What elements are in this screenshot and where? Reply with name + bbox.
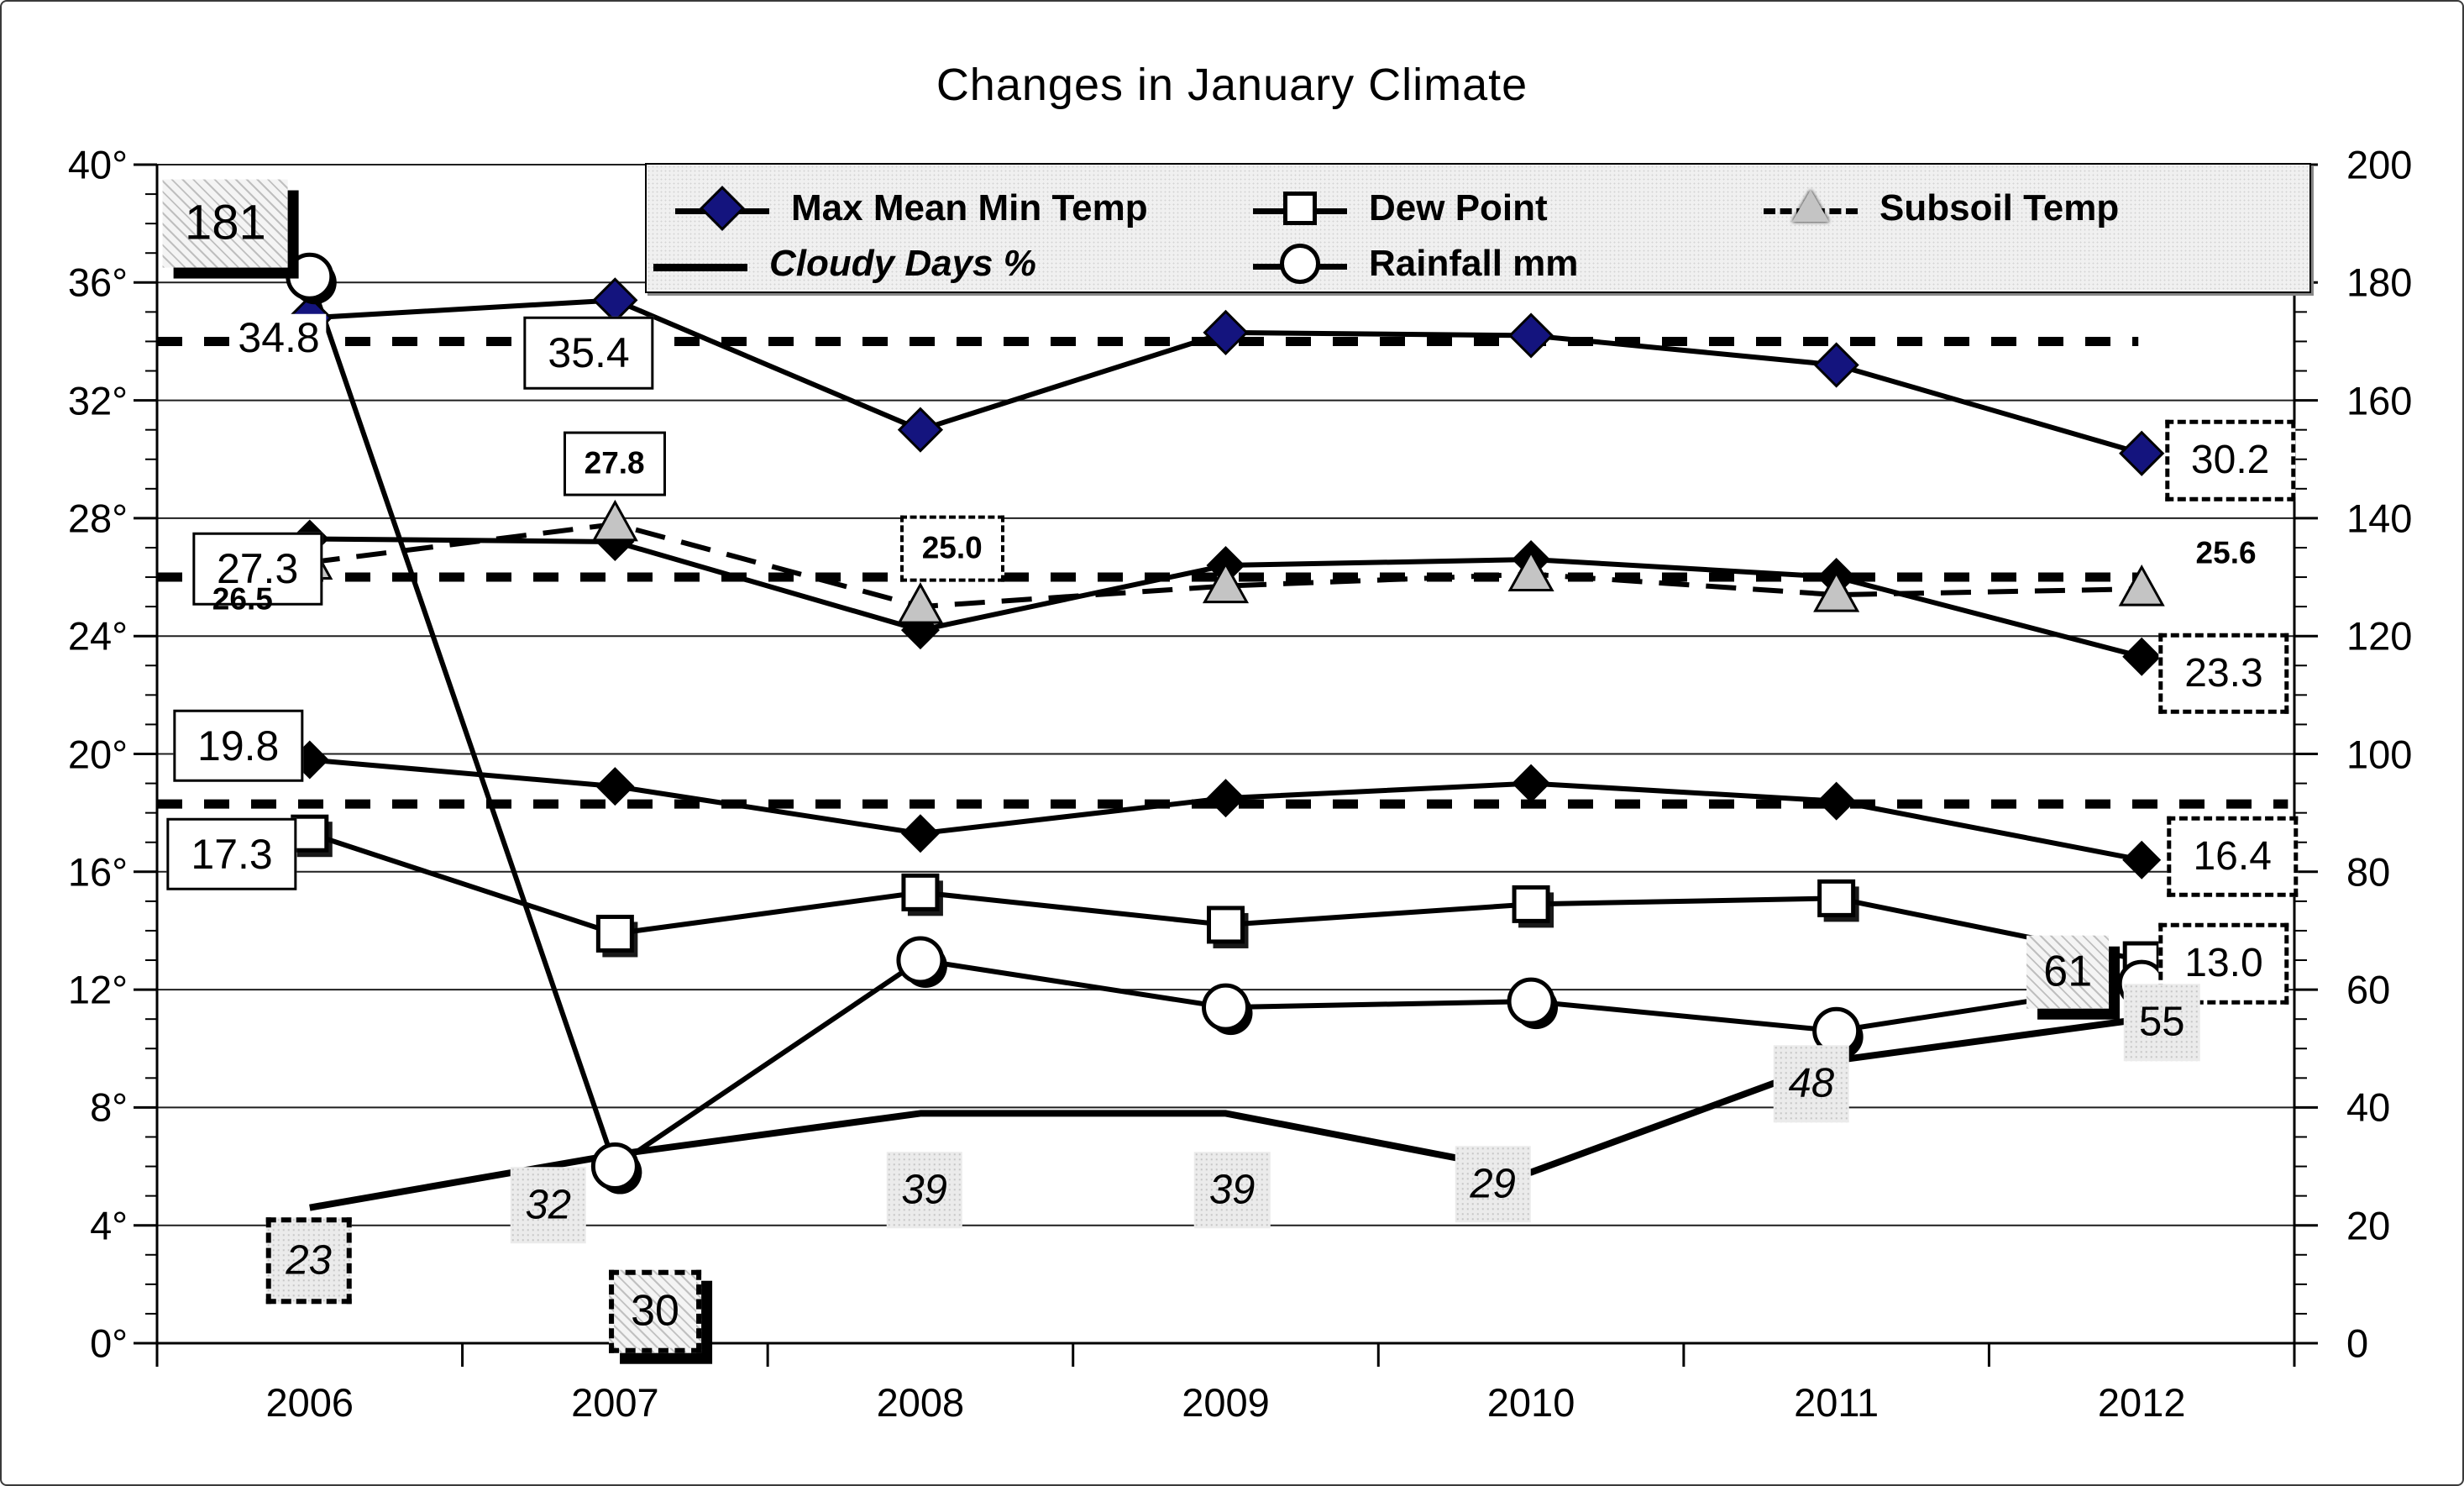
left-axis-tick-label: 16° (67, 849, 128, 895)
left-axis-tick-label: 0° (90, 1321, 128, 1366)
data-label-mean-temp-2006: 27.3 (191, 532, 323, 606)
right-axis-tick-label: 200 (2346, 142, 2413, 187)
data-label-subsoil-temp-2007: 27.8 (563, 431, 666, 496)
thick-line-icon (653, 240, 747, 287)
data-label-cloudy-days--2006: 23 (265, 1217, 352, 1305)
x-axis-tick-label: 2009 (1182, 1380, 1270, 1425)
right-axis-tick-label: 160 (2346, 378, 2413, 423)
data-label-dew-point-2006: 17.3 (166, 817, 297, 890)
right-axis-tick-label: 40 (2346, 1084, 2391, 1130)
right-axis-tick-label: 140 (2346, 496, 2413, 541)
left-axis-tick-label: 4° (90, 1203, 128, 1248)
legend-item-max-mean-min-temp: Max Mean Min Temp (675, 185, 1148, 232)
data-label-subsoil-temp-2006: 26.5 (212, 581, 273, 617)
data-label-mean-temp-2012: 23.3 (2158, 633, 2289, 715)
left-axis-tick-label: 12° (67, 967, 128, 1012)
data-label-max-temp-2012: 30.2 (2164, 419, 2296, 501)
x-axis-tick-label: 2007 (571, 1380, 659, 1425)
data-label-rainfall-mm-2007: 30 (609, 1269, 701, 1353)
data-label-min-temp-2012: 16.4 (2167, 816, 2298, 897)
x-axis-tick-label: 2008 (876, 1380, 965, 1425)
legend-item-rainfall: Rainfall mm (1253, 240, 1578, 287)
right-axis-tick-label: 60 (2346, 967, 2391, 1012)
legend-label: Max Mean Min Temp (791, 187, 1148, 228)
legend: Max Mean Min Temp Dew Point Subsoil Temp… (645, 163, 2311, 293)
legend-item-cloudy-days: Cloudy Days % (653, 240, 1036, 287)
data-label-subsoil-temp-2012: 25.6 (2195, 535, 2257, 570)
left-axis-tick-label: 40° (67, 142, 128, 187)
x-axis-tick-label: 2010 (1486, 1380, 1575, 1425)
legend-label: Dew Point (1369, 187, 1548, 228)
legend-label: Subsoil Temp (1879, 187, 2120, 228)
chart-title: Changes in January Climate (936, 60, 1528, 110)
data-label-cloudy-days--2007: 32 (510, 1167, 586, 1244)
legend-item-dew-point: Dew Point (1253, 185, 1548, 232)
data-label-subsoil-temp-2008: 25.0 (899, 515, 1004, 582)
data-label-rainfall-mm-2006: 181 (163, 179, 288, 268)
right-axis-tick-label: 120 (2346, 613, 2413, 659)
data-label-max-temp-2007: 35.4 (523, 317, 654, 390)
right-axis-tick-label: 100 (2346, 732, 2413, 776)
data-label-cloudy-days--2011: 48 (1773, 1045, 1850, 1123)
legend-label: Rainfall mm (1369, 243, 1579, 284)
data-label-min-temp-2006: 19.8 (173, 709, 304, 782)
left-axis-tick-label: 36° (67, 260, 128, 305)
x-axis-tick-label: 2011 (1794, 1380, 1879, 1425)
data-label-dew-point-2012: 13.0 (2158, 923, 2289, 1005)
data-label-cloudy-days--2009: 39 (1193, 1151, 1271, 1229)
x-axis-tick-label: 2006 (265, 1380, 354, 1425)
data-label-cloudy-days--2012: 55 (2123, 984, 2200, 1062)
blue-diamond-line-icon (675, 185, 769, 232)
legend-item-subsoil-temp: Subsoil Temp (1764, 185, 2119, 232)
legend-label: Cloudy Days % (769, 243, 1036, 284)
left-axis-tick-label: 24° (67, 613, 128, 659)
right-axis-tick-label: 0 (2346, 1321, 2369, 1366)
right-axis-tick-label: 80 (2346, 849, 2391, 895)
data-label-cloudy-days--2008: 39 (886, 1151, 962, 1229)
white-square-line-icon (1253, 185, 1347, 232)
left-axis-tick-label: 28° (67, 496, 128, 541)
left-axis-tick-label: 8° (90, 1084, 128, 1130)
white-circle-line-icon (1253, 240, 1347, 287)
left-axis-tick-label: 20° (67, 732, 128, 776)
right-axis-tick-label: 20 (2346, 1203, 2391, 1248)
x-axis-tick-label: 2012 (2097, 1380, 2186, 1425)
data-label-max-temp-2006: 34.8 (231, 313, 327, 362)
data-label-cloudy-days--2010: 29 (1455, 1145, 1531, 1223)
gray-triangle-dashed-line-icon (1764, 185, 1858, 232)
data-label-rainfall-mm-2012: 61 (2026, 935, 2110, 1009)
left-axis-tick-label: 32° (67, 378, 128, 423)
right-axis-tick-label: 180 (2346, 260, 2413, 305)
